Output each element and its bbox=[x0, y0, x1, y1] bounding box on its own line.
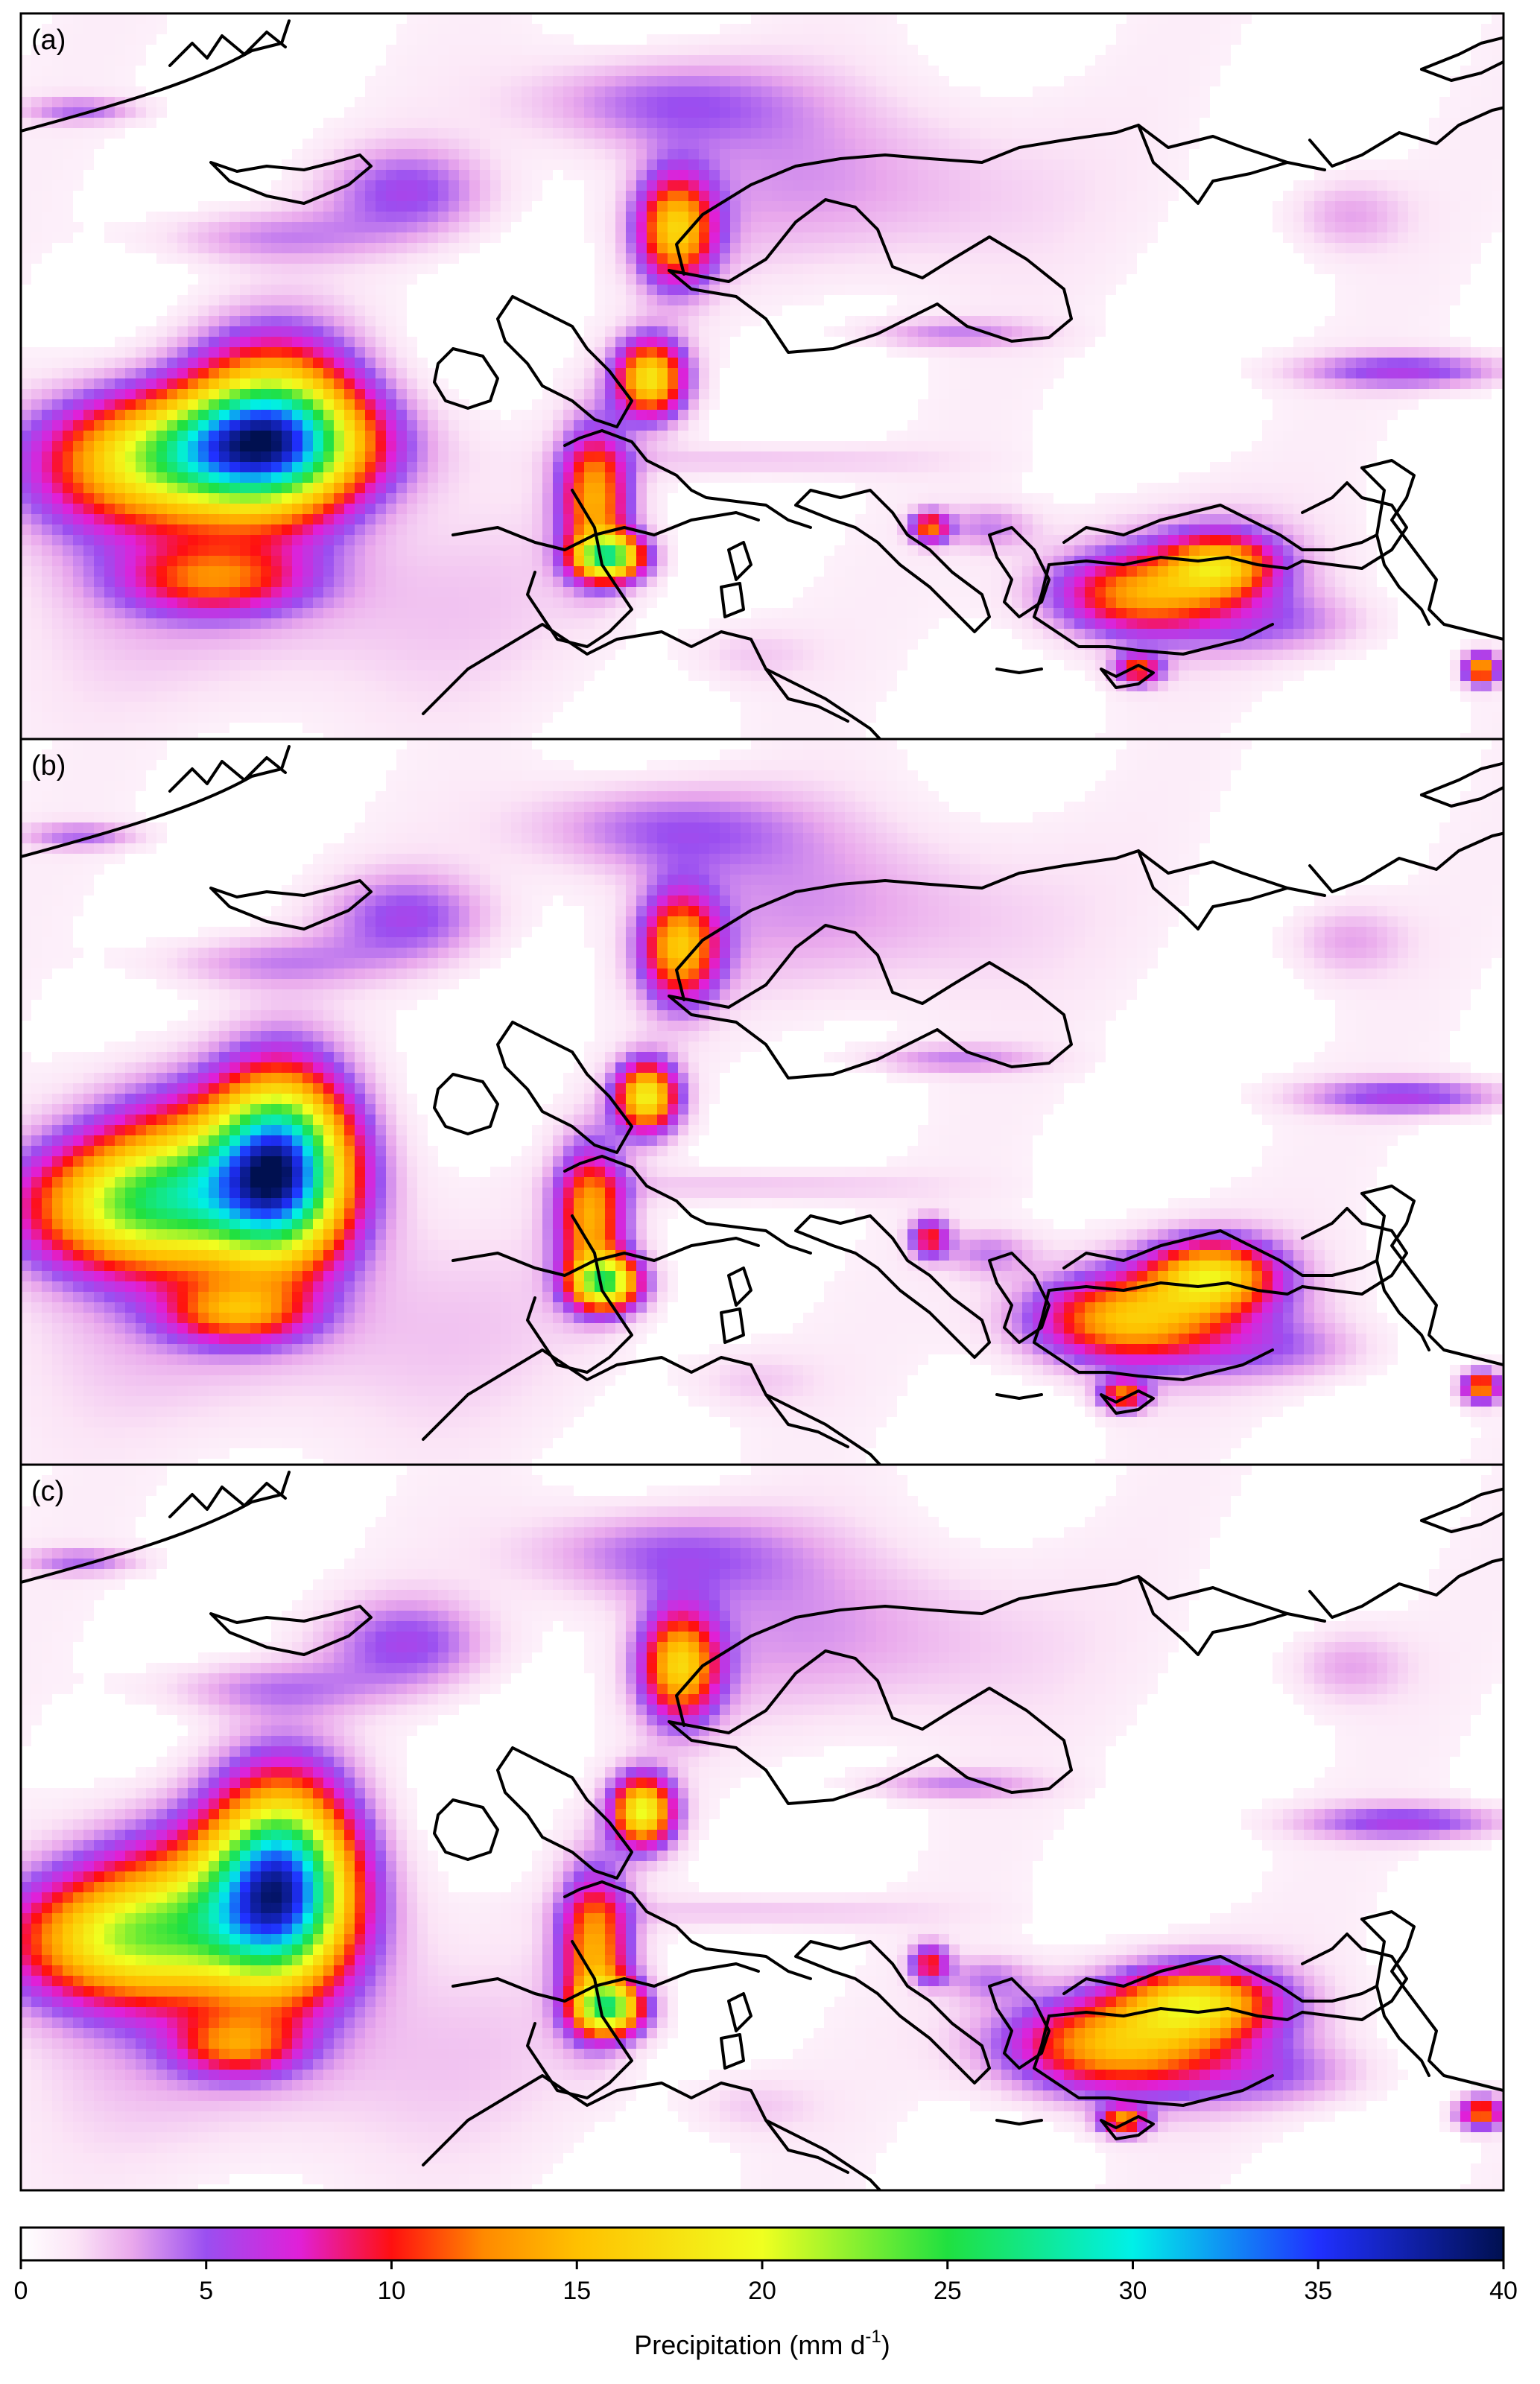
map-panel-c bbox=[21, 1465, 1503, 2190]
panel-frame bbox=[19, 1463, 1505, 2192]
colorbar-title-superscript: -1 bbox=[865, 2327, 881, 2347]
colorbar-title-text: Precipitation (mm d bbox=[634, 2330, 865, 2360]
colorbar-tick-label: 20 bbox=[748, 2277, 776, 2305]
colorbar-tick-label: 30 bbox=[1119, 2277, 1147, 2305]
map-panel-b bbox=[21, 739, 1503, 1465]
colorbar-bar bbox=[21, 2228, 1503, 2260]
colorbar-tick-label: 10 bbox=[378, 2277, 406, 2305]
colorbar-tick-label: 5 bbox=[199, 2277, 213, 2305]
colorbar-tick-label: 35 bbox=[1304, 2277, 1332, 2305]
colorbar-title-close: ) bbox=[881, 2330, 890, 2360]
colorbar-tick-label: 0 bbox=[14, 2277, 28, 2305]
precipitation-raster bbox=[21, 1465, 1503, 2190]
colorbar-title: Precipitation (mm d-1) bbox=[634, 2327, 890, 2360]
colorbar-ticks: 0 5 10 15 20 25 30 35 40 bbox=[14, 2260, 1518, 2305]
panel-label: (b) bbox=[31, 750, 66, 782]
panel-label: (c) bbox=[31, 1476, 64, 1507]
colorbar-tick-label: 25 bbox=[934, 2277, 962, 2305]
colorbar-tick-label: 40 bbox=[1489, 2277, 1518, 2305]
panels: (a) (b) (c) bbox=[19, 12, 1505, 2192]
colorbar: 0 5 10 15 20 25 30 35 40 Precipitation (mm d-1) bbox=[14, 2226, 1518, 2360]
panel-label: (a) bbox=[31, 25, 66, 56]
map-panel-a bbox=[21, 13, 1503, 739]
colorbar-tick-label: 15 bbox=[563, 2277, 591, 2305]
